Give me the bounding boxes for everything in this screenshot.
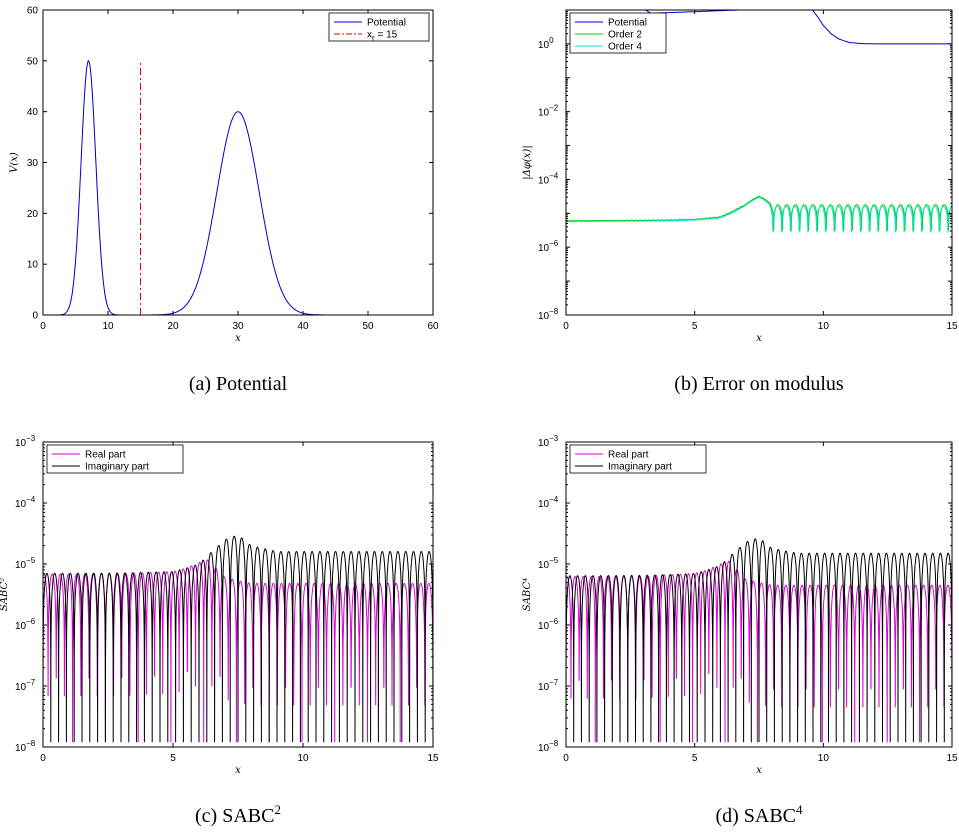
y-axis-label: SABC² xyxy=(0,578,10,611)
chart-panel-1: 0 10 20 30 40 50 60 0 10 20 30 40 50 60 x V(x) Potential… xyxy=(9,6,439,396)
y-tick-label: 20 xyxy=(27,209,39,220)
y-tick-label: 10−4 xyxy=(538,171,559,186)
y-tick-label: 10−6 xyxy=(15,617,36,632)
figure-caption: (d) SABC4 xyxy=(715,802,803,827)
x-axis-label: x xyxy=(756,765,762,776)
y-tick-label: 10−5 xyxy=(538,556,559,571)
x-tick-label: 5 xyxy=(692,321,698,332)
y-tick-label: 10−4 xyxy=(15,495,36,510)
plot-area xyxy=(43,535,433,743)
figure-caption: (a) Potential xyxy=(189,373,288,395)
y-tick-label: 10−8 xyxy=(538,307,559,322)
y-tick-label: 10−4 xyxy=(538,495,559,510)
chart-panel-3: 0 5 10 15 10−8 10−7 10−6 10−5 10−4 10−3 x SABC² Real… xyxy=(0,434,439,827)
y-tick-label: 10−2 xyxy=(538,104,559,119)
y-axis-label: |Δφ(x)| xyxy=(522,145,533,179)
legend-box xyxy=(328,12,430,42)
y-tick-label: 10 xyxy=(27,260,39,271)
series-line-potential xyxy=(43,59,433,315)
x-tick-label: 50 xyxy=(362,321,374,332)
x-tick-label: 5 xyxy=(692,753,698,764)
x-tick-label: 10 xyxy=(818,321,830,332)
x-tick-label: 40 xyxy=(297,321,309,332)
y-axis-label: SABC⁴ xyxy=(522,578,533,611)
series-line-imaginary-part xyxy=(566,538,952,743)
x-tick-label: 10 xyxy=(102,321,114,332)
legend-label: Potential xyxy=(367,18,406,29)
series-line-potential xyxy=(644,10,951,45)
axes-frame xyxy=(42,9,434,316)
y-tick-label: 10−3 xyxy=(15,434,36,449)
axes-frame xyxy=(42,441,434,748)
x-tick-label: 10 xyxy=(818,753,830,764)
x-tick-label: 15 xyxy=(427,753,439,764)
x-axis-label: x xyxy=(235,333,241,344)
legend-label: Potential xyxy=(608,18,647,29)
chart-panel-2: 0 5 10 15 10−8 10−6 10−4 10−2 100 x |Δφ(x)| Potenti… xyxy=(522,9,958,395)
y-tick-label: 10−6 xyxy=(538,239,559,254)
legend-label: Real part xyxy=(85,450,126,461)
series-line-imaginary-part xyxy=(43,535,433,743)
legend-label: Real part xyxy=(608,450,649,461)
axes-frame xyxy=(565,9,953,316)
y-tick-label: 10−8 xyxy=(15,739,36,754)
y-tick-label: 50 xyxy=(27,56,39,67)
x-tick-label: 20 xyxy=(167,321,179,332)
plot-area xyxy=(566,538,952,743)
y-tick-label: 10−3 xyxy=(538,434,559,449)
x-tick-label: 15 xyxy=(946,321,958,332)
y-tick-label: 10−7 xyxy=(538,678,559,693)
x-tick-label: 15 xyxy=(946,753,958,764)
y-tick-label: 30 xyxy=(27,158,39,169)
y-tick-label: 10−6 xyxy=(538,617,559,632)
legend-label: xr = 15 xyxy=(367,30,398,43)
y-tick-label: 10−7 xyxy=(15,678,36,693)
legend-label: Order 2 xyxy=(608,30,642,41)
legend-box xyxy=(46,444,184,474)
y-axis-label: V(x) xyxy=(9,152,20,173)
y-tick-label: 40 xyxy=(27,107,39,118)
y-tick-label: 0 xyxy=(32,311,38,322)
y-tick-label: 10−8 xyxy=(538,739,559,754)
legend-box xyxy=(569,444,707,474)
axes-frame xyxy=(565,441,953,748)
x-axis-label: x xyxy=(235,765,241,776)
x-tick-label: 10 xyxy=(297,753,309,764)
x-tick-label: 0 xyxy=(563,753,569,764)
x-tick-label: 0 xyxy=(40,753,46,764)
y-tick-label: 10−5 xyxy=(15,556,36,571)
figure-caption: (b) Error on modulus xyxy=(674,373,844,395)
y-tick-label: 60 xyxy=(27,6,39,17)
legend-label: Imaginary part xyxy=(608,462,672,473)
x-tick-label: 60 xyxy=(427,321,439,332)
legend-label: Order 4 xyxy=(608,42,642,53)
x-tick-label: 0 xyxy=(563,321,569,332)
x-tick-label: 0 xyxy=(40,321,46,332)
x-tick-label: 30 xyxy=(232,321,244,332)
legend-label: Imaginary part xyxy=(85,462,149,473)
plot-area xyxy=(43,59,433,315)
x-tick-label: 5 xyxy=(170,753,176,764)
figure-caption: (c) SABC2 xyxy=(195,802,281,827)
chart-panel-4: 0 5 10 15 10−8 10−7 10−6 10−5 10−4 10−3 x SABC⁴ Real… xyxy=(522,434,958,827)
series-line-order-2 xyxy=(566,195,952,231)
series-line-order-4 xyxy=(566,196,952,233)
x-axis-label: x xyxy=(756,333,762,344)
y-tick-label: 100 xyxy=(538,36,554,51)
